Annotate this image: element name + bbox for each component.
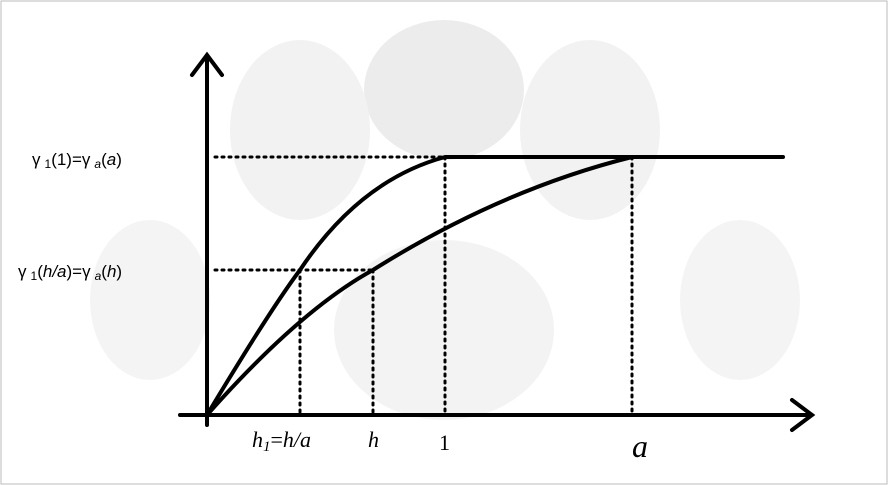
label-part: γ — [32, 150, 41, 169]
label-part: h/a — [43, 262, 67, 281]
x-label: h — [368, 427, 379, 452]
label-part: γ — [18, 262, 27, 281]
label-part: (1)=γ — [51, 150, 91, 169]
label-part: h — [252, 427, 263, 452]
x-label: a — [632, 428, 648, 464]
label-part: = — [271, 427, 283, 452]
diagram: γ1(1)=γa(a) γ1(h/a)=γa(h) h1=h/a h 1 a — [0, 0, 888, 485]
label-part: a — [107, 150, 116, 169]
label-part: h — [107, 262, 116, 281]
x-label: 1 — [439, 430, 450, 455]
label-part: h/a — [283, 427, 311, 452]
x-label: h1=h/a — [252, 427, 311, 455]
label-part: ) — [116, 150, 122, 169]
label-part: h — [368, 427, 379, 452]
label-part: )=γ — [67, 262, 92, 281]
label-part: 1 — [439, 430, 450, 455]
label-part: 1 — [263, 439, 271, 455]
label-part: a — [632, 428, 648, 464]
label-part: ) — [116, 262, 122, 281]
